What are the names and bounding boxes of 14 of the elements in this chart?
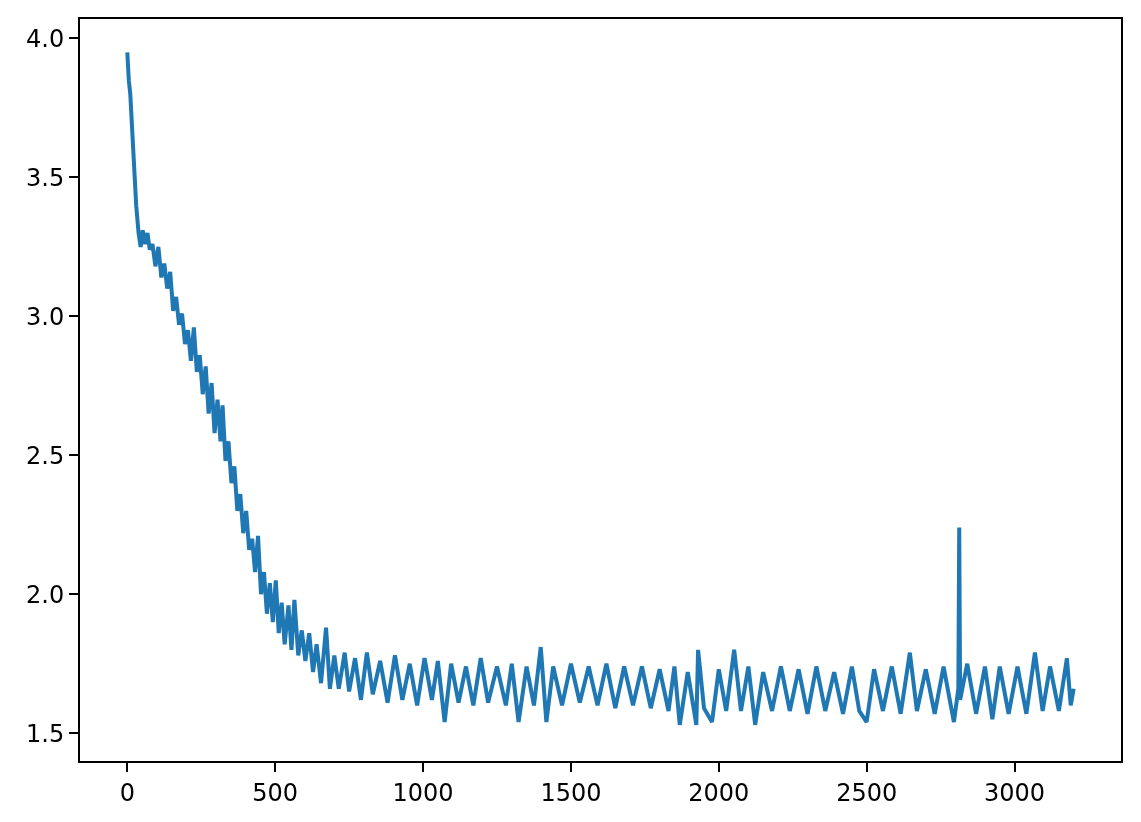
x-tick-label: 1500 xyxy=(540,778,602,807)
x-tick-label: 500 xyxy=(252,778,299,807)
y-tick-label: 2.5 xyxy=(26,441,65,470)
y-tick-label: 1.5 xyxy=(26,719,65,748)
y-tick-label: 2.0 xyxy=(26,580,65,609)
x-tick-label: 2000 xyxy=(688,778,750,807)
x-tick-label: 3000 xyxy=(983,778,1046,807)
x-tick-label: 1000 xyxy=(392,778,454,807)
line-series xyxy=(125,50,1076,727)
y-tick-label: 3.0 xyxy=(26,302,65,331)
y-tick-label: 4.0 xyxy=(26,24,65,53)
x-tick-label: 2500 xyxy=(836,778,898,807)
x-tick-label: 0 xyxy=(119,778,135,807)
y-tick-label: 3.5 xyxy=(26,163,65,192)
